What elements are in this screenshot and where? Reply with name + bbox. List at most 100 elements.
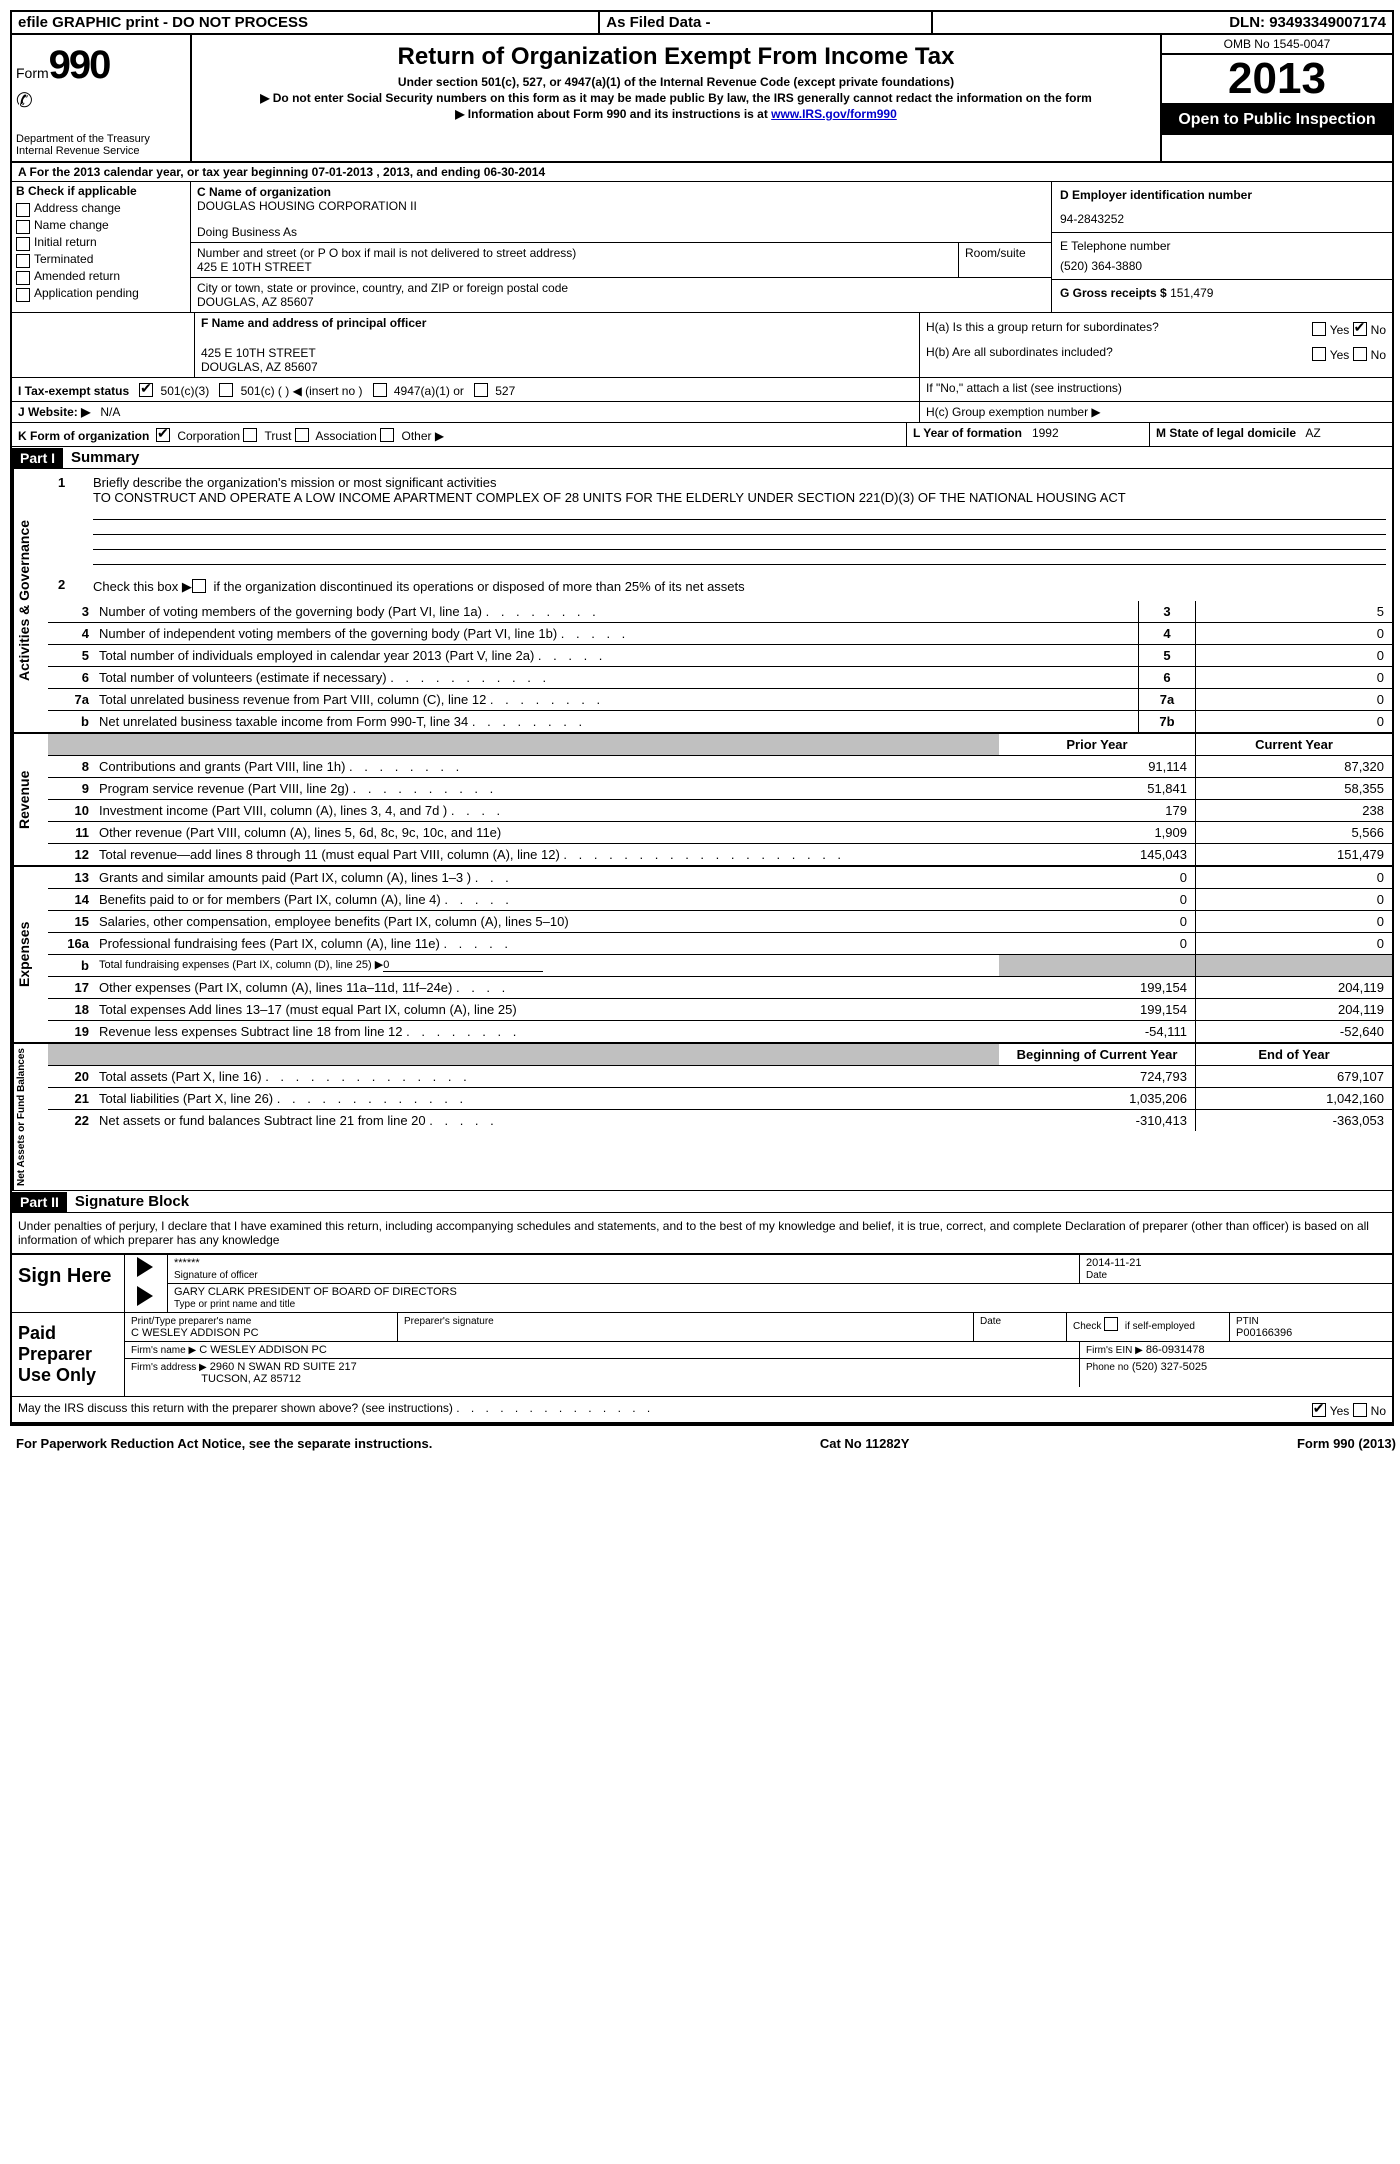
form-ref: Form 990 (2013)	[1297, 1436, 1396, 1451]
firm-ein: 86-0931478	[1146, 1344, 1205, 1356]
chk-other[interactable]	[380, 428, 394, 442]
chk-self-employed[interactable]	[1104, 1317, 1118, 1331]
row-j: J Website: ▶ N/A H(c) Group exemption nu…	[12, 402, 1392, 423]
header-left: Form990 ✆ Department of the Treasury Int…	[12, 35, 192, 161]
group-return-box: H(a) Is this a group return for subordin…	[920, 313, 1392, 377]
city-box: City or town, state or province, country…	[191, 278, 1051, 312]
mission-text: TO CONSTRUCT AND OPERATE A LOW INCOME AP…	[93, 490, 1126, 505]
officer-name: GARY CLARK PRESIDENT OF BOARD OF DIRECTO…	[174, 1286, 457, 1298]
chk-discuss-no[interactable]	[1353, 1403, 1367, 1417]
principal-officer: F Name and address of principal officer …	[195, 313, 920, 377]
paperwork-notice: For Paperwork Reduction Act Notice, see …	[16, 1436, 432, 1451]
row-k: K Form of organization Corporation Trust…	[12, 423, 1392, 447]
phone-box: E Telephone number (520) 364-3880	[1052, 233, 1392, 280]
col-c: C Name of organization DOUGLAS HOUSING C…	[191, 182, 1052, 312]
val-7a: 0	[1196, 689, 1392, 710]
preparer-name: C WESLEY ADDISON PC	[131, 1327, 259, 1339]
paid-preparer-row: Paid Preparer Use Only Print/Type prepar…	[12, 1313, 1392, 1397]
gross-receipts: 151,479	[1170, 286, 1213, 300]
dln: DLN: 93493349007174	[933, 12, 1392, 33]
chk-ha-yes[interactable]	[1312, 322, 1326, 336]
arrow-icon	[137, 1286, 153, 1306]
dba-label: Doing Business As	[197, 225, 1045, 239]
header-right: OMB No 1545-0047 2013 Open to Public Ins…	[1162, 35, 1392, 161]
col-d: D Employer identification number 94-2843…	[1052, 182, 1392, 312]
val-4: 0	[1196, 623, 1392, 644]
chk-4947[interactable]	[373, 383, 387, 397]
chk-terminated[interactable]	[16, 254, 30, 268]
state-domicile: AZ	[1305, 426, 1320, 440]
net-assets-section: Net Assets or Fund Balances Beginning of…	[12, 1044, 1392, 1191]
sig-date: 2014-11-21	[1086, 1257, 1141, 1269]
subtitle-2: ▶ Do not enter Social Security numbers o…	[202, 91, 1150, 105]
val-5: 0	[1196, 645, 1392, 666]
side-label-revenue: Revenue	[12, 734, 48, 865]
street-address: 425 E 10TH STREET	[197, 260, 312, 274]
firm-name: C WESLEY ADDISON PC	[199, 1344, 327, 1356]
part-2-header: Part II Signature Block	[12, 1191, 1392, 1213]
revenue-section: Revenue Prior YearCurrent Year 8Contribu…	[12, 734, 1392, 867]
perjury-statement: Under penalties of perjury, I declare th…	[12, 1213, 1392, 1255]
chk-address-change[interactable]	[16, 203, 30, 217]
cat-number: Cat No 11282Y	[820, 1436, 910, 1451]
part-1-header: Part I Summary	[12, 447, 1392, 469]
org-name: DOUGLAS HOUSING CORPORATION II	[197, 199, 417, 213]
firm-phone: (520) 327-5025	[1132, 1361, 1207, 1373]
sign-here-label: Sign Here	[12, 1255, 125, 1312]
col-b: B Check if applicable Address change Nam…	[12, 182, 191, 312]
prior-year-header: Prior Year	[999, 734, 1196, 755]
chk-corp[interactable]	[156, 428, 170, 442]
page-footer: For Paperwork Reduction Act Notice, see …	[10, 1432, 1400, 1455]
expenses-section: Expenses 13Grants and similar amounts pa…	[12, 867, 1392, 1044]
side-label-net-assets: Net Assets or Fund Balances	[12, 1044, 48, 1190]
row-a-tax-year: A For the 2013 calendar year, or tax yea…	[12, 163, 1392, 182]
chk-discontinued[interactable]	[192, 579, 206, 593]
side-label-activities: Activities & Governance	[12, 469, 48, 732]
tax-year: 2013	[1162, 55, 1392, 105]
chk-name-change[interactable]	[16, 220, 30, 234]
chk-527[interactable]	[474, 383, 488, 397]
hb-note: If "No," attach a list (see instructions…	[920, 378, 1392, 401]
chk-hb-yes[interactable]	[1312, 347, 1326, 361]
chk-initial-return[interactable]	[16, 237, 30, 251]
year-formation: 1992	[1032, 426, 1059, 440]
chk-amended[interactable]	[16, 271, 30, 285]
irs-label: Internal Revenue Service	[16, 145, 186, 157]
activities-section: Activities & Governance 1 Briefly descri…	[12, 469, 1392, 734]
subtitle-1: Under section 501(c), 527, or 4947(a)(1)…	[202, 75, 1150, 89]
row-f-h: F Name and address of principal officer …	[12, 313, 1392, 378]
header-center: Return of Organization Exempt From Incom…	[192, 35, 1162, 161]
chk-ha-no[interactable]	[1353, 322, 1367, 336]
end-year-header: End of Year	[1196, 1044, 1392, 1065]
efile-notice: efile GRAPHIC print - DO NOT PROCESS	[12, 12, 600, 33]
chk-501c3[interactable]	[139, 383, 153, 397]
irs-link[interactable]: www.IRS.gov/form990	[771, 107, 897, 121]
begin-year-header: Beginning of Current Year	[999, 1044, 1196, 1065]
omb-number: OMB No 1545-0047	[1162, 35, 1392, 55]
val-7b: 0	[1196, 711, 1392, 732]
dept-treasury: Department of the Treasury	[16, 133, 186, 145]
chk-trust[interactable]	[243, 428, 257, 442]
chk-hb-no[interactable]	[1353, 347, 1367, 361]
chk-discuss-yes[interactable]	[1312, 1403, 1326, 1417]
ein-value: 94-2843252	[1060, 212, 1384, 226]
chk-app-pending[interactable]	[16, 288, 30, 302]
website-value: N/A	[100, 405, 120, 419]
chk-501c[interactable]	[219, 383, 233, 397]
row-i: I Tax-exempt status 501(c)(3) 501(c) ( )…	[12, 378, 1392, 402]
chk-assoc[interactable]	[295, 428, 309, 442]
col-b-title: B Check if applicable	[16, 184, 186, 198]
subtitle-3: ▶ Information about Form 990 and its ins…	[202, 107, 1150, 121]
firm-address: 2960 N SWAN RD SUITE 217	[210, 1361, 357, 1373]
phone-value: (520) 364-3880	[1060, 259, 1384, 273]
section-bcd: B Check if applicable Address change Nam…	[12, 182, 1392, 313]
form-title: Return of Organization Exempt From Incom…	[202, 43, 1150, 71]
sign-here-row: Sign Here ****** Signature of officer 20…	[12, 1255, 1392, 1313]
top-bar: efile GRAPHIC print - DO NOT PROCESS As …	[12, 12, 1392, 35]
hc-exemption: H(c) Group exemption number ▶	[920, 402, 1392, 422]
val-3: 5	[1196, 601, 1392, 622]
ein-box: D Employer identification number 94-2843…	[1052, 182, 1392, 233]
val-6: 0	[1196, 667, 1392, 688]
discuss-row: May the IRS discuss this return with the…	[12, 1397, 1392, 1424]
gross-receipts-box: G Gross receipts $ 151,479	[1052, 280, 1392, 306]
